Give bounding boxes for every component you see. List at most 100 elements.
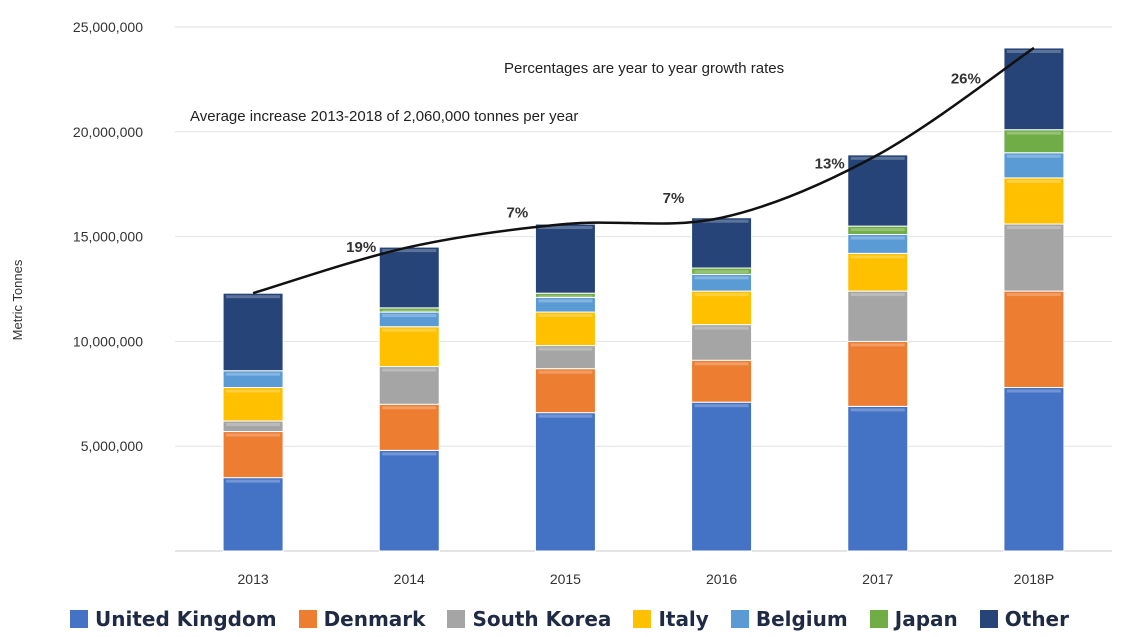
growth-label: 13%: [815, 155, 845, 172]
x-tick-label: 2015: [550, 571, 581, 587]
bar-segment: [534, 412, 596, 552]
annotation-average-increase: Average increase 2013-2018 of 2,060,000 …: [190, 108, 578, 125]
bar-segment-highlight: [850, 343, 905, 347]
bar-segment-highlight: [850, 293, 905, 297]
bar-segment: [847, 290, 909, 342]
legend-label: United Kingdom: [95, 607, 277, 631]
bar-segment: [847, 252, 909, 292]
bar-segment: [534, 223, 596, 294]
bar-segment: [1003, 47, 1065, 131]
bar-segment-highlight: [538, 295, 593, 299]
x-tick-label: 2016: [706, 571, 737, 587]
legend-label: Other: [1004, 607, 1069, 631]
bar-segment-highlight: [382, 249, 437, 253]
legend-item: Belgium: [730, 607, 848, 631]
legend-item: Italy: [633, 607, 709, 631]
bar-segment: [691, 401, 753, 552]
bar-segment-highlight: [226, 479, 281, 483]
bar-segment: [222, 387, 284, 422]
annotation-growth-rates: Percentages are year to year growth rate…: [504, 60, 784, 77]
bar-segment-highlight: [850, 408, 905, 412]
legend-item: Other: [979, 607, 1069, 631]
bar-segment-highlight: [382, 452, 437, 456]
legend-label: Italy: [658, 607, 709, 631]
bar-segment-highlight: [538, 226, 593, 230]
bar-segment-highlight: [850, 255, 905, 259]
legend-item: Japan: [869, 607, 958, 631]
y-axis-label: Metric Tonnes: [10, 259, 25, 340]
bar-segment-highlight: [538, 370, 593, 374]
x-tick-label: 2013: [238, 571, 269, 587]
bar-segment-highlight: [382, 368, 437, 372]
bar-segment: [1003, 290, 1065, 389]
bar-segment-highlight: [1006, 179, 1061, 183]
y-tick-label: 25,000,000: [73, 19, 143, 35]
trend-line: [252, 46, 1035, 295]
bar-segment-highlight: [1006, 49, 1061, 53]
bar-segment-highlight: [694, 219, 749, 223]
bar-segment: [378, 449, 440, 552]
bar-segment: [1003, 223, 1065, 292]
bar-segment-highlight: [538, 347, 593, 351]
bar-segment: [378, 246, 440, 309]
bar-segment-highlight: [382, 309, 437, 313]
bar-segment: [534, 311, 596, 347]
bar-segment-highlight: [694, 293, 749, 297]
growth-labels: 19% 7% 7% 13% 26%: [346, 70, 981, 256]
bar-segment: [847, 340, 909, 407]
bar-segment: [222, 292, 284, 372]
bar-segment: [222, 431, 284, 479]
legend-item: Denmark: [298, 607, 426, 631]
bar-segment-highlight: [1006, 293, 1061, 297]
bar-segment-highlight: [382, 406, 437, 410]
legend-swatch: [633, 610, 652, 628]
bar-segment: [222, 420, 284, 433]
bar-segment-highlight: [226, 372, 281, 376]
bar-segment: [1003, 152, 1065, 179]
y-tick-labels: 5,000,000 10,000,000 15,000,000 20,000,000 2…: [73, 19, 143, 454]
bar-segment-highlight: [1006, 389, 1061, 393]
legend: United Kingdom Denmark South Korea Italy Bel…: [0, 604, 1139, 634]
bar-segment-highlight: [1006, 154, 1061, 158]
growth-label: 7%: [663, 190, 685, 207]
y-tick-label: 20,000,000: [73, 124, 143, 140]
legend-swatch: [70, 610, 89, 628]
bar-segment-highlight: [226, 433, 281, 437]
bar-segment: [378, 403, 440, 451]
bar-segment-highlight: [382, 314, 437, 318]
growth-label: 7%: [506, 205, 528, 222]
bar-segment: [534, 368, 596, 414]
gridlines: [175, 26, 1112, 552]
bar-segment-highlight: [226, 389, 281, 393]
legend-label: Belgium: [755, 607, 848, 631]
legend-swatch: [447, 610, 466, 628]
y-tick-label: 5,000,000: [81, 438, 143, 454]
bar-segment-highlight: [382, 328, 437, 332]
bar-segment: [691, 290, 753, 326]
legend-swatch: [298, 610, 317, 628]
legend-label: Japan: [894, 607, 958, 631]
legend-label: South Korea: [472, 607, 612, 631]
bar-segment-highlight: [694, 276, 749, 280]
bar-segment-highlight: [850, 236, 905, 240]
bar-segment: [691, 217, 753, 269]
growth-label: 19%: [346, 239, 376, 256]
legend-item: South Korea: [447, 607, 611, 631]
bar-segment-highlight: [694, 362, 749, 366]
legend-swatch: [730, 610, 749, 628]
bar-segment: [1003, 387, 1065, 552]
bar-segment: [691, 359, 753, 403]
legend-swatch: [869, 610, 888, 628]
bar-segment-highlight: [226, 423, 281, 427]
bar-segment-highlight: [694, 326, 749, 330]
legend-item: United Kingdom: [70, 607, 277, 631]
bar-segment-highlight: [1006, 131, 1061, 135]
bar-segment: [847, 405, 909, 552]
y-tick-label: 15,000,000: [73, 229, 143, 245]
bar-segment: [378, 326, 440, 368]
bar-segment-highlight: [538, 299, 593, 303]
bar-segment-highlight: [850, 228, 905, 232]
bars: [222, 47, 1065, 552]
bar-segment-highlight: [538, 414, 593, 418]
legend-label: Denmark: [323, 607, 426, 631]
